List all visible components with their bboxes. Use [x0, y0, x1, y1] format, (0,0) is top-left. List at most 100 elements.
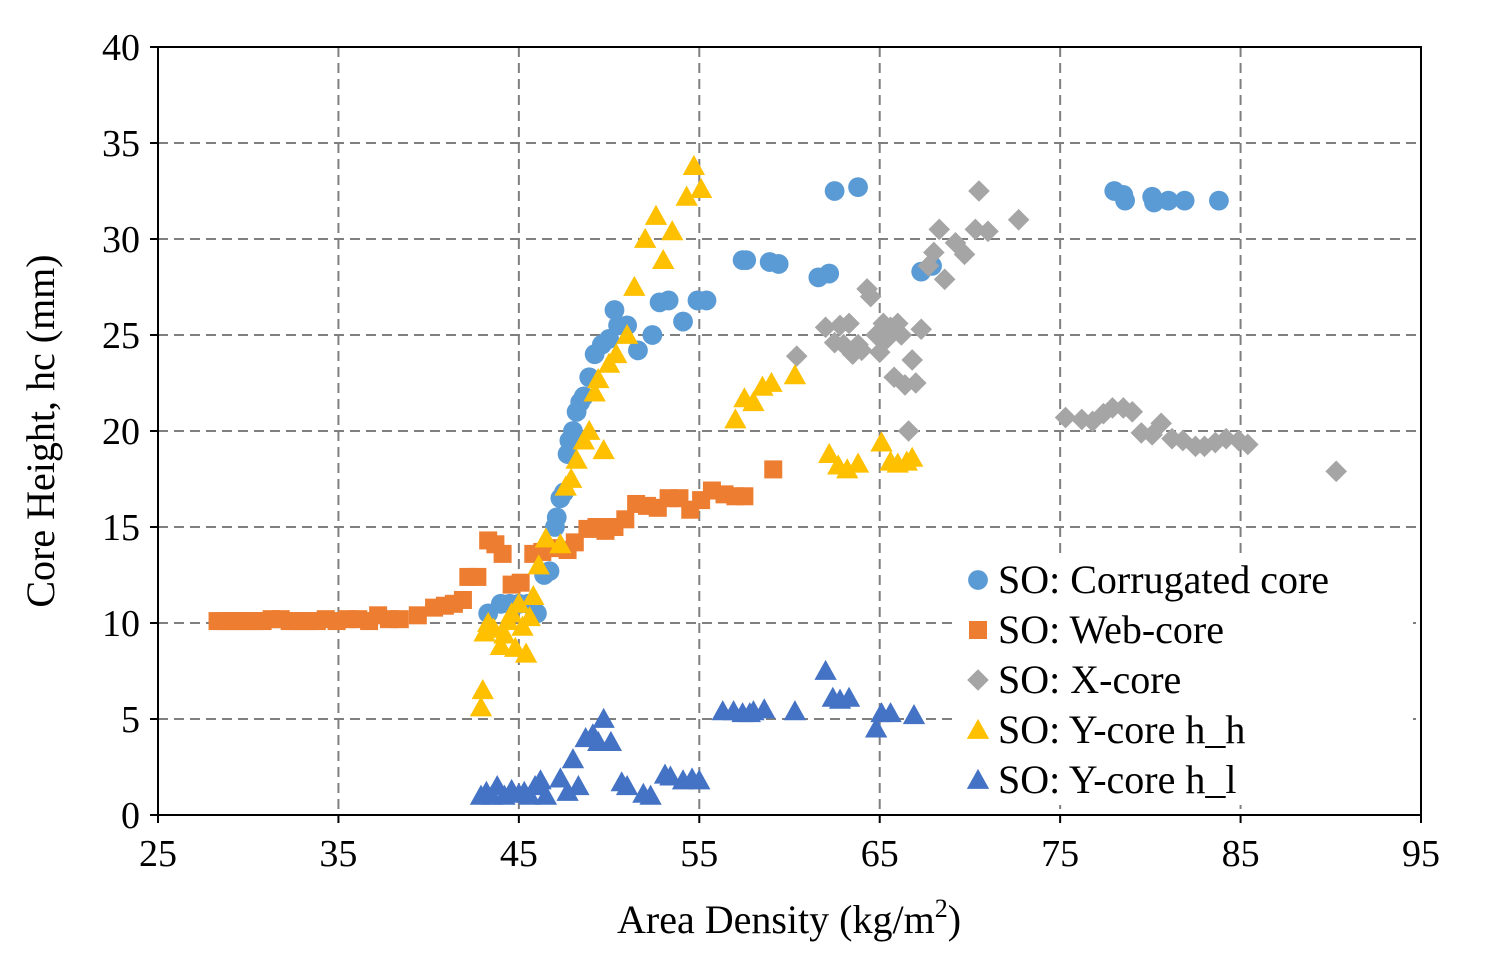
data-point: [1215, 427, 1237, 450]
y-tick-label: 35: [102, 123, 140, 165]
data-point: [964, 218, 987, 241]
data-point: [883, 366, 905, 389]
x-axis-title-superscript: 2: [935, 894, 948, 923]
y-tick-label: 25: [102, 315, 140, 357]
data-point: [724, 408, 747, 429]
data-point: [1236, 433, 1259, 456]
data-point: [1101, 397, 1124, 419]
data-point: [689, 177, 713, 199]
data-point: [819, 263, 840, 284]
y-tick-label: 5: [121, 699, 140, 741]
x-tick-label: 75: [1041, 833, 1079, 875]
data-point: [482, 617, 505, 638]
data-point: [1158, 190, 1179, 211]
series-3: [785, 180, 1347, 483]
data-point: [1174, 190, 1195, 211]
data-point: [390, 610, 409, 629]
data-point: [736, 250, 757, 271]
series-2: [208, 460, 783, 631]
data-point: [818, 442, 841, 463]
legend-marker: [969, 621, 987, 639]
x-tick-label: 55: [680, 833, 718, 875]
data-point: [838, 312, 860, 335]
y-tick-label: 0: [121, 795, 140, 837]
data-point: [604, 300, 625, 320]
legend-label: SO: Y-core h_l: [998, 757, 1236, 802]
data-point: [633, 227, 657, 248]
data-point: [953, 243, 976, 266]
data-point: [628, 340, 648, 361]
data-point: [561, 748, 585, 769]
data-point: [824, 181, 845, 201]
data-point: [1150, 412, 1172, 435]
data-point: [1115, 190, 1135, 211]
data-point: [1144, 192, 1164, 213]
y-tick-label: 30: [102, 219, 140, 261]
data-point: [1161, 427, 1183, 450]
data-point: [850, 339, 873, 362]
data-point: [1209, 190, 1229, 211]
data-point: [563, 421, 583, 441]
data-point: [760, 371, 783, 392]
data-point: [527, 554, 550, 575]
data-point: [742, 391, 765, 412]
x-tick-label: 25: [139, 833, 177, 875]
data-point: [507, 592, 531, 613]
data-point: [902, 704, 926, 725]
data-point: [785, 345, 808, 367]
data-point: [933, 268, 956, 291]
data-point: [453, 590, 472, 609]
data-point: [837, 686, 861, 707]
y-tick-label: 40: [102, 27, 140, 69]
x-tick-label: 95: [1402, 833, 1440, 875]
legend-background: [958, 553, 1413, 805]
data-point: [578, 419, 601, 440]
legend-marker: [966, 768, 990, 789]
data-point: [623, 275, 646, 296]
data-point: [910, 318, 933, 341]
x-axis-title-end: ): [948, 897, 961, 942]
data-point: [753, 698, 776, 719]
data-point: [534, 527, 558, 548]
data-point: [534, 784, 558, 805]
data-point: [489, 634, 512, 655]
y-axis-title: Core Height, hc (mm): [18, 254, 63, 607]
grid-lines: [158, 47, 1421, 815]
data-point: [658, 290, 679, 311]
data-point: [560, 467, 583, 488]
data-point: [901, 349, 923, 371]
data-point: [605, 343, 628, 364]
data-point: [836, 458, 859, 479]
data-point: [675, 185, 698, 206]
data-point: [1054, 406, 1077, 429]
data-point: [768, 254, 789, 274]
data-point: [846, 452, 870, 473]
data-point: [783, 700, 807, 721]
data-point: [688, 769, 711, 790]
data-point: [897, 420, 920, 442]
data-point: [469, 696, 493, 717]
data-point: [565, 448, 588, 469]
series-4: [469, 154, 924, 717]
data-point: [471, 679, 494, 700]
data-point: [615, 775, 639, 796]
data-point: [615, 323, 639, 344]
legend-marker: [967, 669, 989, 691]
data-point: [549, 533, 572, 554]
data-point: [644, 204, 668, 225]
data-points: [208, 154, 1347, 805]
data-point: [859, 285, 882, 308]
legend-marker: [968, 570, 988, 590]
legend-label: SO: Corrugated core: [998, 557, 1329, 602]
x-axis-title: Area Density (kg/m2): [617, 894, 961, 942]
y-tick-label: 15: [102, 507, 140, 549]
data-point: [493, 623, 516, 644]
data-point: [977, 220, 999, 243]
data-point: [1121, 401, 1144, 423]
data-point: [661, 220, 684, 241]
data-point: [923, 241, 945, 264]
legend-label: SO: Web-core: [998, 607, 1224, 652]
x-tick-label: 35: [319, 833, 357, 875]
data-point: [905, 372, 927, 394]
